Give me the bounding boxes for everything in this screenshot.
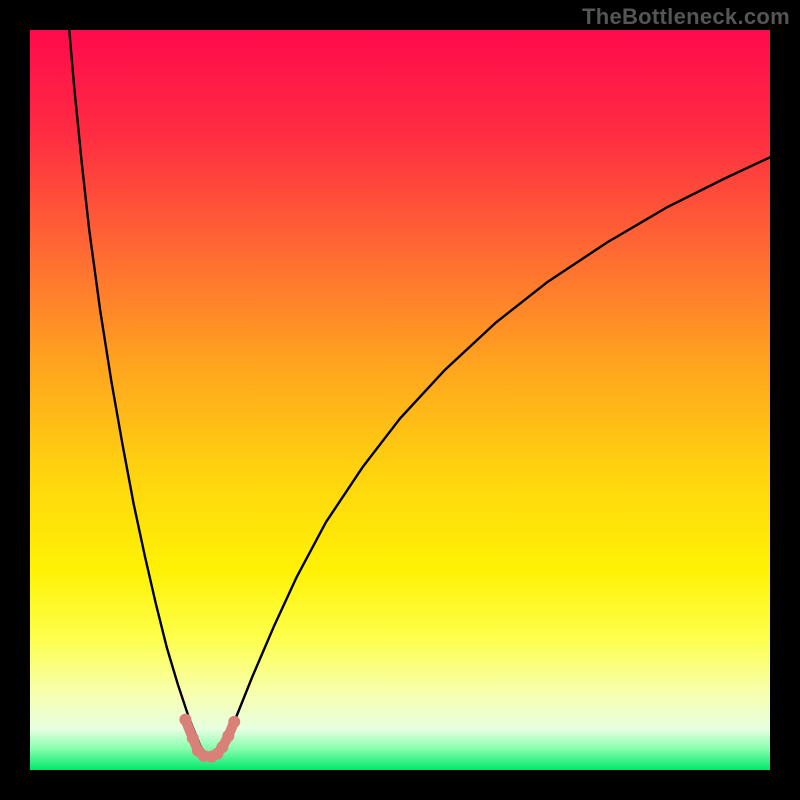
highlight-marker <box>179 714 191 726</box>
highlight-marker <box>228 716 240 728</box>
plot-svg <box>30 30 770 770</box>
gradient-background <box>30 30 770 770</box>
chart-frame: TheBottleneck.com <box>0 0 800 800</box>
highlight-marker <box>222 730 234 742</box>
watermark-label: TheBottleneck.com <box>582 4 790 30</box>
highlight-marker <box>187 732 199 744</box>
plot-area <box>30 30 770 770</box>
highlight-marker <box>216 741 228 753</box>
